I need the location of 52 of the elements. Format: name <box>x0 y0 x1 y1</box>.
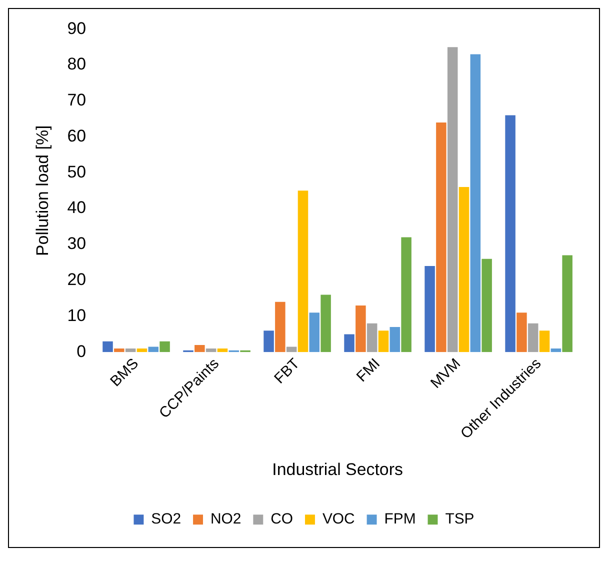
y-tick-label: 40 <box>67 198 86 218</box>
y-tick-label: 90 <box>67 18 86 38</box>
bar <box>424 266 435 352</box>
bar <box>148 346 159 352</box>
y-tick-label: 10 <box>67 306 86 325</box>
bar <box>136 348 148 352</box>
bar <box>125 348 136 352</box>
legend-label: SO2 <box>151 510 182 528</box>
bar <box>482 258 492 352</box>
bar <box>550 348 562 352</box>
bar <box>516 312 527 352</box>
bar <box>528 323 538 352</box>
bar <box>562 255 572 352</box>
bar <box>436 122 446 352</box>
bar <box>366 323 378 352</box>
y-tick-label: 20 <box>67 270 86 290</box>
legend-label: FPM <box>384 510 416 528</box>
x-tick-label: FMI <box>353 355 384 386</box>
bar <box>298 190 308 352</box>
legend-label: NO2 <box>210 510 242 528</box>
y-tick-label: 50 <box>67 162 86 182</box>
bar <box>309 312 320 352</box>
y-tick-label: 60 <box>67 126 86 146</box>
legend-label: TSP <box>445 510 474 528</box>
bar <box>505 115 516 352</box>
y-tick-label: 70 <box>67 90 86 110</box>
y-tick-label: 30 <box>67 234 86 254</box>
bar <box>458 187 470 352</box>
bar <box>344 334 354 352</box>
bar <box>206 348 216 352</box>
bar <box>102 341 113 352</box>
x-axis-title: Industrial Sectors <box>272 460 403 479</box>
bar <box>217 348 228 352</box>
bar <box>447 47 458 352</box>
bar <box>470 54 481 352</box>
legend-label: VOC <box>322 510 356 528</box>
bar <box>390 327 400 352</box>
y-tick-label: 0 <box>76 342 86 361</box>
bar <box>401 237 412 352</box>
bar <box>264 330 274 352</box>
bar <box>539 330 550 352</box>
bar <box>275 302 286 352</box>
bar <box>286 346 297 352</box>
bar <box>194 344 205 352</box>
bar <box>320 294 331 352</box>
bar <box>378 330 389 352</box>
legend-label: CO <box>270 510 294 528</box>
bar <box>356 305 366 352</box>
bar <box>160 341 170 352</box>
y-tick-label: 80 <box>67 54 86 74</box>
bar <box>114 348 124 352</box>
y-axis-title: Pollution load [%] <box>32 125 52 256</box>
